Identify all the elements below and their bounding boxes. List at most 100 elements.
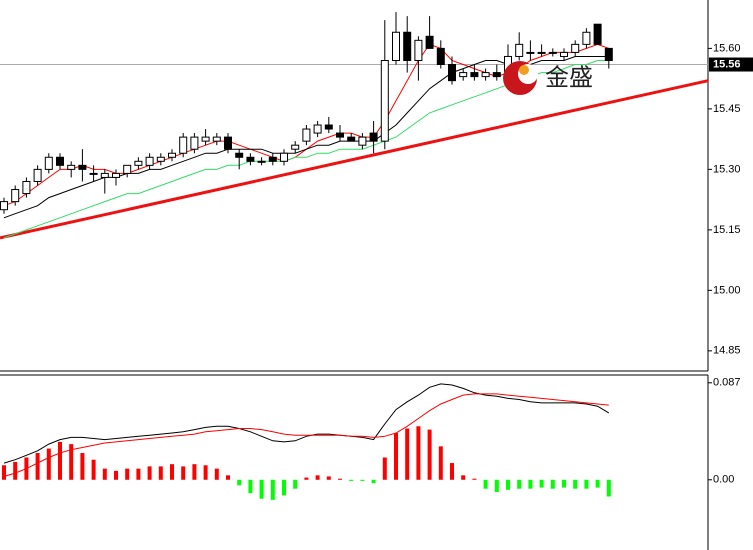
line-series: [3, 383, 610, 464]
candle-body: [392, 31, 400, 61]
candle-body: [347, 136, 356, 142]
candle-body: [380, 59, 389, 142]
candle-body: [526, 51, 535, 54]
candle-body: [100, 172, 109, 178]
histogram-bar: [35, 453, 40, 480]
histogram-bar: [46, 448, 51, 480]
candle-body: [425, 35, 434, 49]
candle-body: [22, 180, 31, 195]
candle-body: [280, 152, 288, 162]
histogram-bar: [472, 478, 477, 480]
histogram-bar: [293, 479, 298, 489]
candle-body: [179, 136, 188, 154]
histogram-bar: [181, 466, 186, 480]
candle-body: [448, 64, 456, 82]
candle-body: [414, 39, 423, 61]
candle-body: [201, 136, 210, 142]
y-tick-label: 15.45: [713, 103, 741, 115]
histogram-bar: [136, 468, 141, 480]
histogram-bar: [226, 475, 230, 480]
candle-body: [235, 152, 244, 158]
histogram-bar: [91, 459, 96, 480]
histogram-bar: [192, 464, 197, 480]
histogram-bar: [550, 479, 555, 489]
candle-body: [44, 156, 53, 170]
candle-body: [470, 72, 479, 78]
last-price-label: 15.56: [713, 58, 741, 70]
histogram-bar: [450, 463, 454, 480]
logo-icon: [519, 65, 529, 75]
histogram-bar: [584, 479, 589, 489]
candle-body: [582, 31, 591, 45]
histogram-bar: [338, 478, 342, 480]
histogram-bar: [170, 464, 174, 480]
candle-body: [212, 136, 221, 142]
candle-body: [571, 43, 580, 53]
candle-body: [324, 124, 333, 130]
histogram-bar: [483, 479, 488, 489]
histogram-bar: [326, 476, 331, 480]
histogram-bar: [237, 479, 242, 486]
histogram-bar: [248, 479, 253, 494]
candle-body: [369, 132, 378, 142]
histogram-bar: [125, 468, 130, 480]
histogram-bar: [517, 479, 522, 489]
histogram-bar: [102, 468, 107, 480]
candle-body: [11, 189, 20, 203]
histogram-bar: [13, 461, 18, 480]
candle-body: [168, 152, 176, 158]
last-price-box: [709, 57, 753, 72]
candle-body: [0, 201, 8, 211]
logo-text: 金盛: [545, 64, 593, 91]
candle-body: [593, 23, 602, 45]
histogram-bar: [461, 475, 466, 480]
histogram-bar: [2, 465, 6, 480]
histogram-bar: [506, 479, 510, 490]
histogram-bar: [416, 426, 421, 480]
candle-body: [537, 51, 546, 54]
y-tick-label: 15.00: [713, 284, 741, 296]
candle-body: [336, 132, 344, 138]
candle-body: [156, 156, 165, 162]
histogram-bar: [405, 428, 410, 480]
candle-body: [268, 156, 277, 162]
histogram-bar: [394, 432, 398, 480]
candle-body: [257, 160, 266, 163]
y-tick-label: 14.85: [713, 345, 741, 357]
y-tick-label: 0.087: [713, 377, 741, 389]
candle-body: [246, 156, 255, 162]
histogram-bar: [214, 468, 219, 480]
histogram-bar: [259, 479, 264, 499]
histogram-bar: [58, 441, 62, 480]
histogram-bar: [158, 466, 163, 480]
histogram-bar: [80, 453, 85, 480]
candle-body: [515, 43, 524, 57]
histogram-bar: [304, 477, 309, 480]
candle-body: [403, 31, 412, 61]
candle-body: [560, 51, 568, 57]
candle-body: [123, 164, 132, 174]
histogram-bar: [438, 446, 443, 480]
histogram-bar: [349, 479, 354, 481]
candle-body: [112, 172, 120, 178]
histogram-bar: [315, 475, 320, 480]
candle-body: [190, 136, 199, 150]
candle-body: [302, 128, 311, 142]
histogram-bar: [270, 479, 275, 500]
histogram-bar: [595, 479, 600, 488]
histogram-bar: [147, 466, 152, 480]
candle-body: [548, 51, 557, 54]
candle-body: [145, 156, 154, 166]
histogram-bar: [360, 479, 365, 481]
histogram-bar: [562, 479, 566, 488]
candle-body: [78, 164, 87, 170]
candle-body: [134, 160, 143, 166]
histogram-bar: [282, 479, 286, 496]
candle-body: [33, 168, 42, 182]
histogram-bar: [69, 444, 74, 480]
histogram-bar: [203, 465, 208, 480]
candle-body: [56, 156, 64, 166]
